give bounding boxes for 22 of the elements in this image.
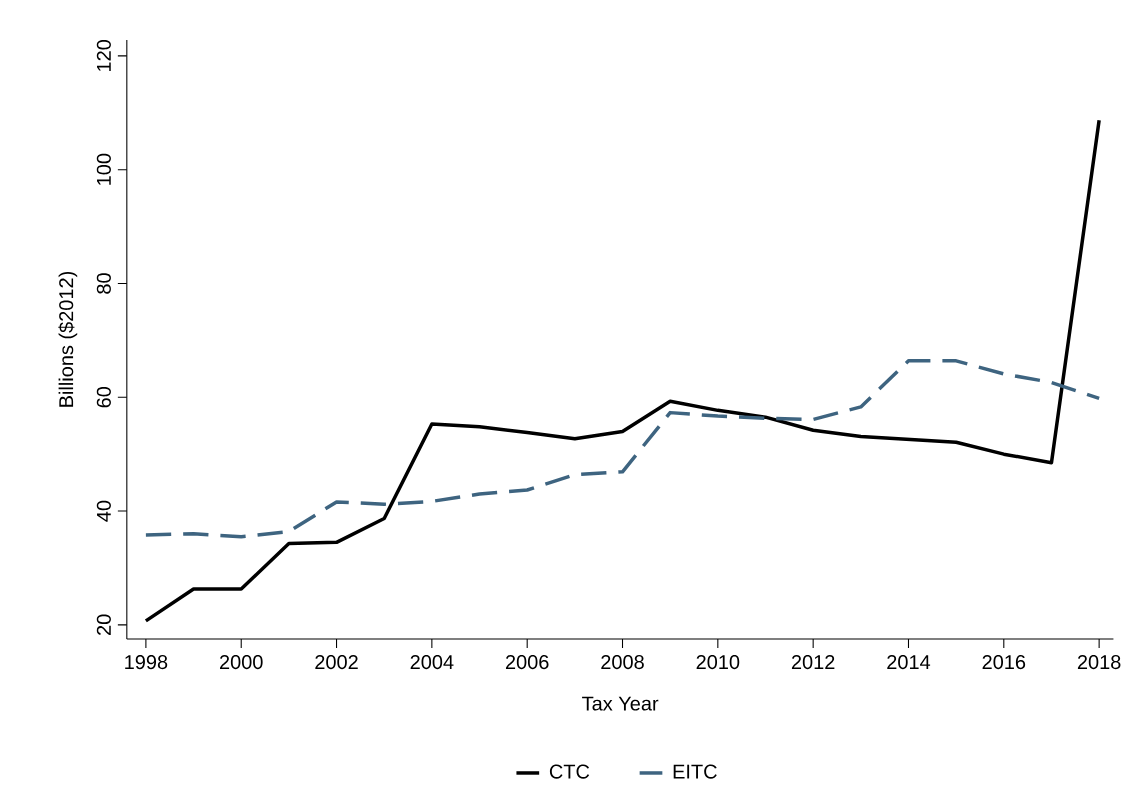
y-tick-label: 20 [96,614,111,636]
y-tick-label: 80 [96,273,111,294]
legend-label: CTC [549,764,590,779]
x-tick-label: 2014 [887,655,931,670]
line-series [144,359,1101,539]
legend-label: EITC [673,764,717,779]
x-tick-label: 2010 [696,655,740,670]
x-axis-title: Tax Year [582,696,659,711]
y-tick-label: 120 [96,40,111,72]
y-tick-label: 100 [96,153,111,185]
x-tick-label: 2008 [601,655,644,670]
x-tick-label: 2012 [791,655,835,670]
x-tick-label: 2004 [410,655,454,670]
y-tick-label: 60 [96,387,111,408]
x-tick-label: 1998 [125,655,168,670]
x-tick-label: 2018 [1077,655,1121,670]
x-tick-label: 2016 [982,655,1026,670]
y-axis-title: Billions ($2012) [58,272,78,407]
x-tick-label: 2006 [505,655,549,670]
y-tick-label: 40 [96,500,111,522]
x-tick-label: 2002 [315,655,358,670]
x-tick-label: 2000 [220,655,263,670]
